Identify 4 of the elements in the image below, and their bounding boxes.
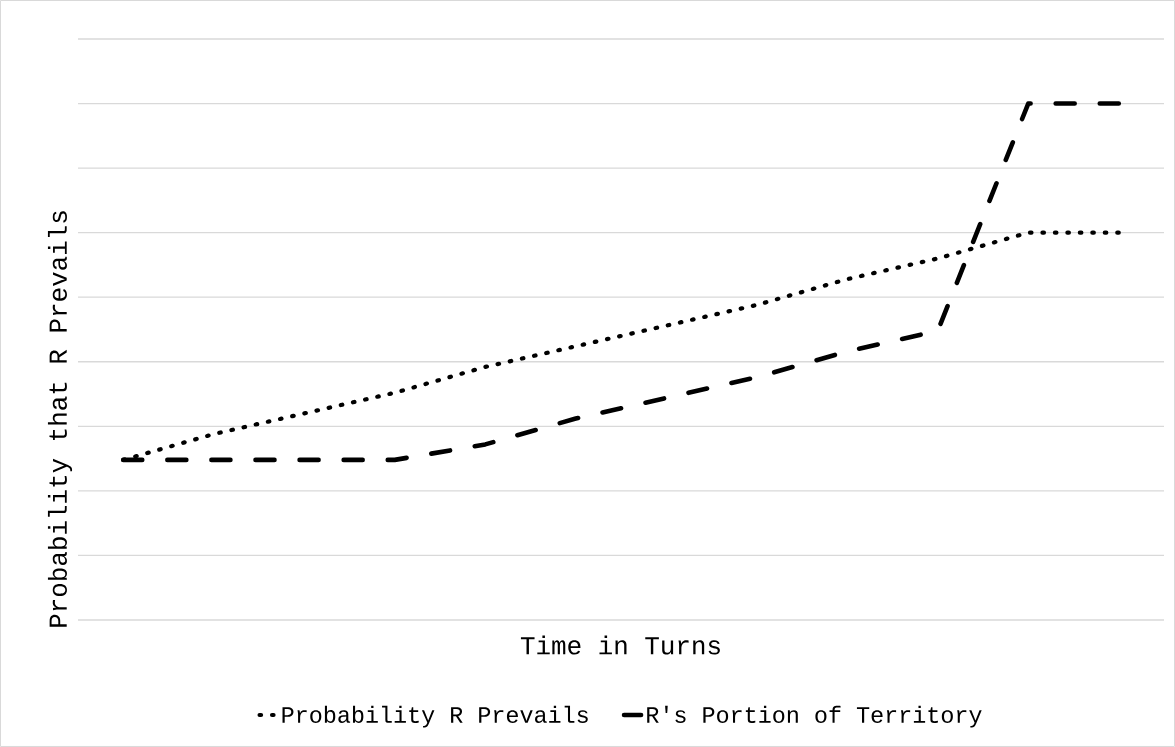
legend-label: Probability R Prevails	[282, 705, 588, 728]
legend-label: R's Portion of Territory	[647, 705, 982, 728]
y-axis-title: Probability that R Prevails	[47, 211, 73, 627]
x-axis-title: Time in Turns	[520, 635, 720, 655]
